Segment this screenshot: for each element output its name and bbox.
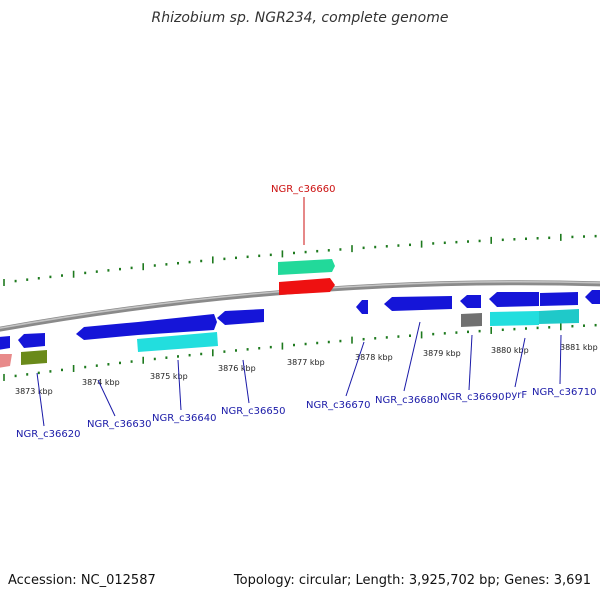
accession-text: Accession: NC_012587 xyxy=(8,573,156,588)
gene-c36640-blue[interactable] xyxy=(138,314,217,335)
gene-label-leader-line xyxy=(468,334,473,391)
gene-c36710-teal[interactable] xyxy=(539,309,579,324)
gene-blue-partial[interactable] xyxy=(0,336,10,350)
gene-c36690-grey[interactable] xyxy=(461,313,482,327)
kbp-label: 3874 kbp xyxy=(82,378,120,387)
gene-label[interactable]: NGR_c36710 xyxy=(532,387,597,398)
gene-c36660-green[interactable] xyxy=(278,259,335,275)
kbp-label: 3876 kbp xyxy=(218,364,256,373)
gene-pyrF-blue[interactable] xyxy=(489,292,539,307)
gene-label[interactable]: NGR_c36660 xyxy=(271,184,336,195)
gene-pyrF-cyan[interactable] xyxy=(490,311,539,326)
gene-label-leader-line xyxy=(514,337,526,388)
gene-label[interactable]: NGR_c36680 xyxy=(375,395,440,406)
gene-c36630[interactable] xyxy=(76,322,138,340)
kbp-label: 3879 kbp xyxy=(423,349,461,358)
gene-c36710-blue[interactable] xyxy=(540,292,578,306)
gene-olive-c36620[interactable] xyxy=(21,350,47,365)
genome-summary-text: Topology: circular; Length: 3,925,702 bp… xyxy=(233,573,591,588)
gene-c36640-cyan[interactable] xyxy=(137,332,218,352)
kbp-label: 3881 kbp xyxy=(560,343,598,352)
kbp-label: 3875 kbp xyxy=(150,372,188,381)
gene-label-leader-line xyxy=(242,359,250,404)
kbp-label: 3873 kbp xyxy=(15,387,53,396)
gene-label[interactable]: NGR_c36650 xyxy=(221,406,286,417)
gene-right-partial[interactable] xyxy=(585,290,600,304)
kbp-label: 3877 kbp xyxy=(287,358,325,367)
gene-label[interactable]: NGR_c36620 xyxy=(16,429,81,440)
map-title: Rhizobium sp. NGR234, complete genome xyxy=(151,10,449,26)
gene-label-leader-line xyxy=(345,341,365,397)
gene-c36650[interactable] xyxy=(217,309,264,325)
gene-label-leader-line xyxy=(177,359,182,411)
kbp-scale-labels: 3873 kbp 3874 kbp 3875 kbp 3876 kbp 3877 kbp… xyxy=(15,343,598,396)
gene-label-leader-line xyxy=(403,321,421,392)
gene-label[interactable]: NGR_c36690 xyxy=(440,392,505,403)
gene-c36690-blue[interactable] xyxy=(460,295,481,308)
upper-tick-row xyxy=(3,233,597,287)
gene-label[interactable]: NGR_c36630 xyxy=(87,419,152,430)
gene-c36660-red[interactable] xyxy=(279,278,335,295)
gene-label[interactable]: NGR_c36670 xyxy=(306,400,371,411)
gene-label[interactable]: pyrF xyxy=(505,390,527,401)
gene-blue-c36620-arrow[interactable] xyxy=(18,333,45,348)
gene-label[interactable]: NGR_c36640 xyxy=(152,413,217,424)
gene-label-leader-line xyxy=(36,372,45,427)
gene-pink-partial[interactable] xyxy=(0,354,12,368)
gene-c36670[interactable] xyxy=(356,300,368,314)
gene-features xyxy=(0,259,600,368)
lower-tick-row xyxy=(3,323,597,381)
gene-c36680[interactable] xyxy=(384,296,452,311)
gene-label-leader-line xyxy=(97,379,116,417)
kbp-label: 3880 kbp xyxy=(491,346,529,355)
gene-label-leader-line xyxy=(559,334,562,385)
kbp-label: 3878 kbp xyxy=(355,353,393,362)
